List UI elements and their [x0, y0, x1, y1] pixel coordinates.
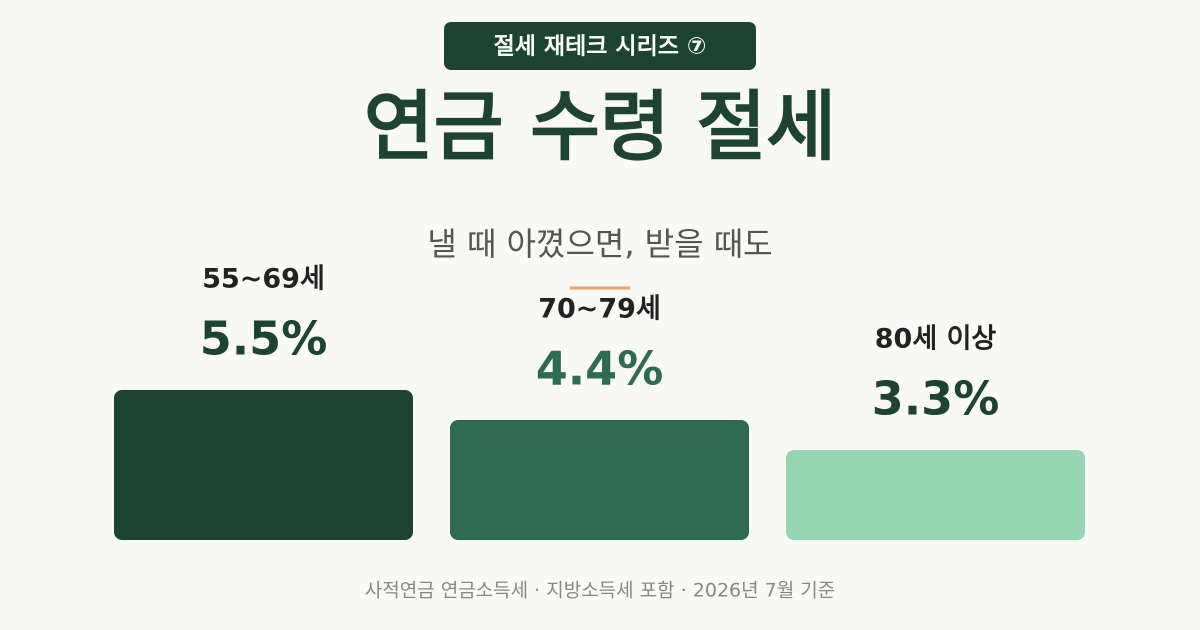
value-label: 4.4%	[536, 342, 664, 396]
badge-background	[444, 22, 756, 70]
bar	[786, 450, 1085, 540]
category-label: 80세 이상	[875, 324, 997, 355]
category-label: 70~79세	[538, 294, 661, 325]
bar	[114, 390, 413, 540]
chart-title: 연금 수령 절세	[364, 82, 836, 171]
category-label: 55~69세	[202, 264, 325, 295]
chart-subtitle: 낼 때 아꼈으면, 받을 때도	[427, 225, 772, 263]
value-label: 3.3%	[872, 372, 1000, 426]
footnote: 사적연금 연금소득세 · 지방소득세 포함 · 2026년 7월 기준	[365, 580, 835, 602]
value-label: 5.5%	[200, 312, 328, 366]
badge: 절세 재테크 시리즈 ⑦	[494, 34, 707, 60]
bar	[450, 420, 749, 540]
